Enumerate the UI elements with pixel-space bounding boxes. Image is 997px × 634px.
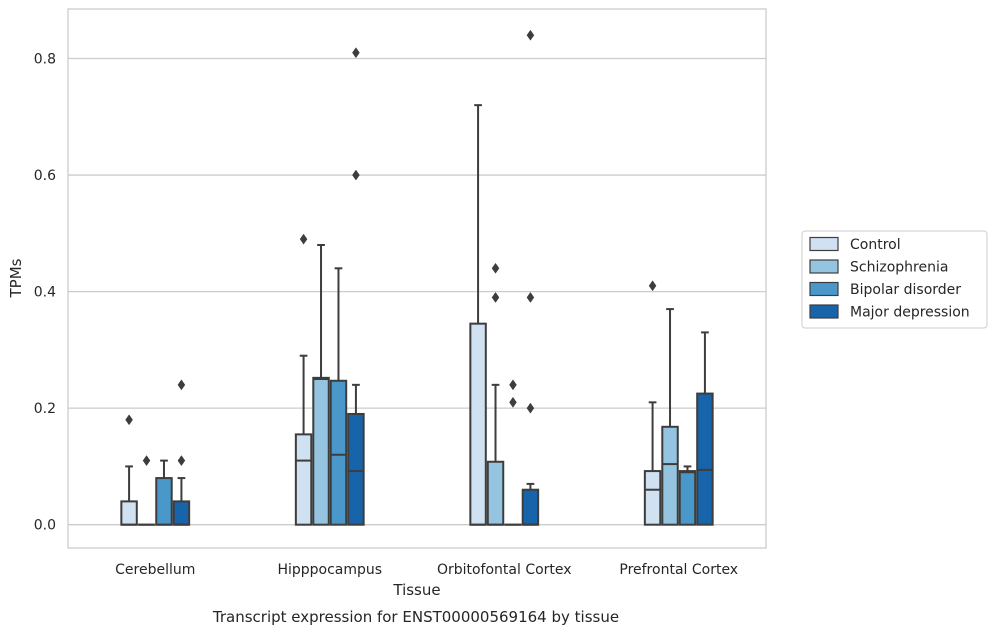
box-body: [696, 392, 714, 526]
box-body: [469, 322, 487, 526]
plot-area-frame: [67, 8, 767, 549]
x-tick-label: Hipppocampus: [277, 562, 382, 578]
y-tick-label: 0.4: [34, 285, 56, 301]
box-hipppocampus-control: [294, 233, 313, 526]
outlier-point: [352, 169, 360, 181]
box-prefrontal-cortex-major-depression: [696, 331, 714, 526]
y-tick-label: 0.6: [34, 168, 56, 184]
box-hipppocampus-bipolar-disorder: [329, 267, 348, 526]
box-body: [521, 488, 540, 526]
y-axis-label: TPMs: [7, 258, 25, 298]
legend-swatch-bipolar-disorder: [809, 281, 839, 297]
y-tick-label: 0.0: [34, 518, 56, 534]
box-body: [486, 460, 505, 526]
box-body: [661, 425, 679, 526]
outlier-point: [509, 396, 517, 408]
box-prefrontal-cortex-bipolar-disorder: [678, 465, 697, 526]
box-cerebellum-major-depression: [172, 379, 191, 526]
x-axis-label: Tissue: [392, 581, 440, 599]
legend-swatch-control: [809, 236, 839, 252]
box-body: [329, 379, 348, 526]
box-body: [120, 500, 138, 526]
box-cerebellum-control: [120, 414, 138, 526]
box-orbitofontal-cortex-control: [469, 104, 487, 526]
x-tick-label: Orbitofontal Cortex: [437, 562, 572, 578]
box-body: [294, 433, 313, 526]
box-hipppocampus-major-depression: [347, 47, 365, 526]
box-hipppocampus-schizophrenia: [312, 243, 330, 526]
legend-label-major-depression: Major depression: [850, 305, 970, 321]
outlier-point: [177, 379, 186, 391]
outlier-point: [491, 262, 500, 274]
box-orbitofontal-cortex-schizophrenia: [486, 262, 505, 526]
legend-label-control: Control: [850, 237, 901, 253]
outlier-point: [299, 233, 308, 245]
outlier-point: [142, 455, 151, 467]
outlier-point: [177, 455, 186, 467]
legend-swatch-schizophrenia: [809, 259, 839, 274]
x-axis-ticks: Cerebellum Hipppocampus Orbitofontal Corte…: [115, 562, 738, 578]
box-body: [347, 412, 365, 526]
outlier-point: [648, 280, 657, 292]
x-tick-label: Prefrontal Cortex: [619, 562, 738, 578]
legend-frame: [801, 230, 988, 329]
y-axis-ticks: 0.0 0.2 0.4 0.6 0.8: [34, 52, 56, 534]
outlier-point: [526, 29, 535, 41]
y-tick-label: 0.2: [34, 401, 56, 417]
legend: Control Schizophrenia Bipolar disorder Majo…: [801, 230, 988, 329]
chart-caption: Transcript expression for ENST0000056916…: [212, 608, 619, 626]
outlier-point: [526, 292, 535, 303]
box-body: [643, 470, 662, 526]
box-orbitofontal-cortex-major-depression: [521, 29, 540, 526]
outlier-point: [352, 47, 360, 59]
box-prefrontal-cortex-schizophrenia: [661, 308, 679, 526]
box-body: [678, 470, 697, 526]
box-cerebellum-schizophrenia: [137, 455, 156, 526]
legend-label-schizophrenia: Schizophrenia: [850, 260, 948, 276]
legend-swatch-major-depression: [809, 304, 839, 319]
outlier-point: [526, 402, 535, 414]
box-body: [312, 376, 330, 526]
boxplot-series: [120, 29, 714, 526]
y-tick-label: 0.8: [34, 52, 56, 68]
legend-label-bipolar-disorder: Bipolar disorder: [850, 282, 961, 298]
x-tick-label: Cerebellum: [115, 562, 195, 578]
outlier-point: [125, 414, 133, 426]
box-body: [155, 477, 173, 526]
box-prefrontal-cortex-control: [643, 280, 662, 526]
outlier-point: [491, 292, 500, 303]
box-cerebellum-bipolar-disorder: [155, 459, 173, 526]
box-orbitofontal-cortex-bipolar-disorder: [504, 379, 522, 526]
box-body: [172, 500, 191, 526]
outlier-point: [509, 379, 517, 391]
